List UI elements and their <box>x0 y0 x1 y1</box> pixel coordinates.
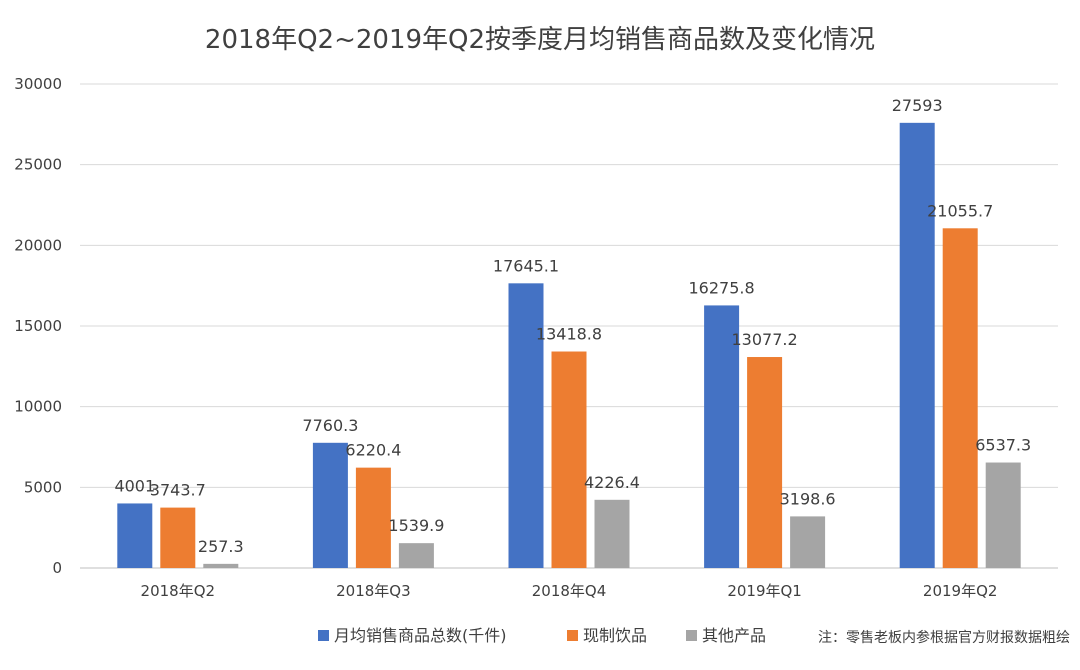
legend-swatch <box>686 630 697 641</box>
data-label: 13418.8 <box>536 325 602 344</box>
data-label: 17645.1 <box>493 256 559 275</box>
bar <box>312 442 348 568</box>
bar <box>704 305 740 568</box>
y-axis-ticks: 0 5000 10000 15000 20000 25000 30000 <box>14 75 62 577</box>
bar <box>398 543 434 568</box>
data-label: 4001 <box>114 476 155 495</box>
bar <box>985 462 1021 568</box>
legend-label: 现制饮品 <box>583 626 647 645</box>
bar <box>942 228 978 568</box>
data-label: 1539.9 <box>388 516 444 535</box>
bar <box>355 467 391 568</box>
y-tick-label: 5000 <box>24 478 62 496</box>
legend-swatch <box>567 630 578 641</box>
x-tick-label: 2018年Q4 <box>532 582 607 600</box>
legend: 月均销售商品总数(千件) 现制饮品 其他产品 <box>318 626 766 645</box>
data-label: 16275.8 <box>689 278 755 297</box>
y-tick-label: 25000 <box>14 156 62 174</box>
x-tick-label: 2018年Q2 <box>141 582 216 600</box>
data-label: 6220.4 <box>345 441 401 460</box>
data-label: 27593 <box>892 96 943 115</box>
bar <box>160 507 196 568</box>
data-label: 13077.2 <box>732 330 798 349</box>
y-tick-label: 20000 <box>14 236 62 254</box>
data-label: 3198.6 <box>780 489 836 508</box>
bar <box>899 122 935 568</box>
bar <box>203 563 239 568</box>
data-label: 257.3 <box>198 537 244 556</box>
data-label: 21055.7 <box>927 201 993 220</box>
chart-title: 2018年Q2~2019年Q2按季度月均销售商品数及变化情况 <box>205 25 875 55</box>
data-label: 7760.3 <box>302 416 358 435</box>
bar <box>551 351 587 568</box>
data-label: 6537.3 <box>975 436 1031 455</box>
bar <box>117 503 153 568</box>
y-tick-label: 15000 <box>14 317 62 335</box>
y-tick-label: 30000 <box>14 75 62 93</box>
x-tick-label: 2019年Q1 <box>727 582 802 600</box>
bars <box>117 122 1021 568</box>
x-axis-ticks: 2018年Q2 2018年Q3 2018年Q4 2019年Q1 2019年Q2 <box>141 582 998 600</box>
x-tick-label: 2018年Q3 <box>336 582 411 600</box>
y-tick-label: 0 <box>52 559 62 577</box>
data-label: 3743.7 <box>150 481 206 500</box>
y-tick-label: 10000 <box>14 398 62 416</box>
bar <box>790 516 826 568</box>
bar <box>594 499 630 568</box>
bar <box>747 357 783 568</box>
data-label: 4226.4 <box>584 473 640 492</box>
bar <box>508 283 544 568</box>
legend-swatch <box>318 630 329 641</box>
legend-label: 月均销售商品总数(千件) <box>334 626 507 645</box>
footnote: 注：零售老板内参根据官方财报数据粗绘 <box>818 629 1070 646</box>
legend-label: 其他产品 <box>702 626 766 645</box>
x-tick-label: 2019年Q2 <box>923 582 998 600</box>
